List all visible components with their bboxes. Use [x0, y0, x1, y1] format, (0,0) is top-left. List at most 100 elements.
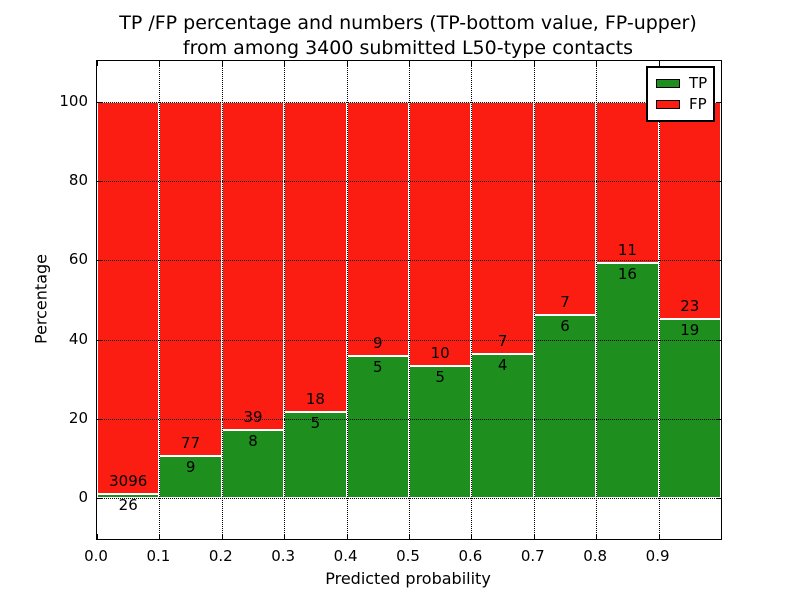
- x-tick-label: 0.7: [520, 547, 545, 565]
- tp-count-label: 4: [497, 355, 508, 374]
- x-tick-top: [97, 61, 98, 66]
- bar-fp-segment: [533, 102, 597, 316]
- bar-fp-segment: [221, 102, 285, 431]
- bar-fp-segment: [596, 102, 659, 264]
- x-tick-label: 0.9: [645, 547, 670, 565]
- y-tick-right: [716, 497, 721, 499]
- bar-fp-segment: [471, 102, 534, 354]
- tp-count-label: 5: [310, 413, 321, 432]
- y-tick-label: 40: [68, 329, 88, 348]
- fp-count-label: 18: [305, 389, 325, 408]
- chart-title-line1: TP /FP percentage and numbers (TP-bottom…: [119, 12, 697, 34]
- fp-count-label: 3096: [109, 472, 148, 491]
- bar-fp-segment: [159, 102, 222, 457]
- fp-count-label: 7: [560, 293, 570, 312]
- legend-entry-tp: TP: [656, 73, 713, 94]
- tp-count-label: 16: [617, 265, 637, 284]
- bar-tp-segment: [658, 318, 721, 498]
- x-tick: [409, 534, 410, 539]
- x-tick-top: [284, 61, 286, 66]
- legend-label-fp: FP: [689, 95, 707, 113]
- plot-area: 3096 26 77 9 39 8 18 5 9 5 10 5 7 4 7 6 11 16 23 19: [96, 60, 722, 540]
- fp-count-label: 39: [243, 408, 263, 427]
- bar-tp-segment: [97, 494, 160, 498]
- y-tick-right: [716, 260, 721, 262]
- x-tick: [159, 534, 161, 539]
- x-tick-top: [221, 61, 223, 66]
- bar-tp-segment: [533, 315, 597, 498]
- y-tick-label: 20: [68, 408, 88, 427]
- x-tick-label: 0.2: [208, 547, 233, 565]
- y-tick: [97, 181, 102, 183]
- bar-tp-segment: [596, 263, 659, 498]
- y-tick-right: [716, 181, 721, 183]
- v-gridline: [284, 61, 286, 539]
- x-tick-top: [658, 61, 660, 66]
- bar-fp-segment: [409, 102, 472, 366]
- tp-count-label: 5: [435, 367, 445, 386]
- y-tick: [97, 102, 102, 104]
- fp-count-label: 23: [680, 296, 700, 315]
- v-gridline: [471, 61, 473, 539]
- y-tick-right: [716, 102, 721, 104]
- y-tick: [97, 339, 102, 341]
- legend: TP FP: [646, 66, 715, 122]
- x-tick-label: 0.0: [84, 547, 108, 565]
- fp-count-label: 7: [497, 331, 508, 350]
- fp-count-label: 9: [373, 334, 383, 353]
- bar-tp-segment: [409, 365, 472, 498]
- tp-count-label: 5: [373, 358, 383, 377]
- tp-count-label: 26: [118, 496, 138, 515]
- x-tick-label: 0.4: [333, 547, 358, 565]
- x-tick: [97, 534, 98, 539]
- y-tick-right: [716, 418, 721, 420]
- y-tick-label: 0: [78, 487, 88, 506]
- legend-label-tp: TP: [689, 74, 708, 92]
- x-axis-label: Predicted probability: [325, 569, 491, 588]
- legend-entry-fp: FP: [656, 94, 713, 115]
- y-tick-label: 100: [59, 92, 88, 111]
- x-tick: [596, 534, 598, 539]
- v-gridline: [596, 61, 598, 539]
- tp-count-label: 19: [680, 320, 700, 339]
- x-tick-top: [346, 61, 348, 66]
- chart-title: TP /FP percentage and numbers (TP-bottom…: [96, 11, 720, 61]
- x-tick: [471, 534, 473, 539]
- x-tick: [346, 534, 348, 539]
- fp-count-label: 10: [430, 343, 450, 362]
- bar-fp-segment: [97, 102, 160, 495]
- bar-fp-segment: [658, 102, 721, 319]
- x-tick-label: 0.8: [583, 547, 608, 565]
- bar-fp-segment: [284, 102, 347, 412]
- bar-tp-segment: [471, 353, 534, 498]
- y-tick: [97, 418, 102, 420]
- bar-tp-segment: [221, 430, 285, 498]
- tp-color-swatch: [656, 79, 680, 88]
- x-tick: [221, 534, 223, 539]
- y-tick: [97, 497, 102, 499]
- y-tick-label: 60: [68, 250, 88, 269]
- x-tick-top: [533, 61, 535, 66]
- chart-title-line2: from among 3400 submitted L50-type conta…: [182, 37, 634, 59]
- v-gridline: [409, 61, 410, 539]
- x-tick: [533, 534, 535, 539]
- v-gridline: [533, 61, 535, 539]
- y-tick-right: [716, 339, 721, 341]
- x-tick: [284, 534, 286, 539]
- tp-count-label: 8: [248, 432, 258, 451]
- x-tick-label: 0.1: [146, 547, 171, 565]
- y-tick: [97, 260, 102, 262]
- v-gridline: [346, 61, 348, 539]
- tp-count-label: 6: [560, 317, 570, 336]
- bar-tp-segment: [346, 356, 409, 498]
- x-tick: [658, 534, 660, 539]
- y-tick-label: 80: [68, 171, 88, 190]
- fp-color-swatch: [656, 100, 680, 109]
- x-tick-top: [471, 61, 473, 66]
- v-gridline: [159, 61, 161, 539]
- x-tick-top: [159, 61, 161, 66]
- fp-count-label: 11: [617, 241, 637, 260]
- x-tick-top: [596, 61, 598, 66]
- fp-count-label: 77: [181, 434, 201, 453]
